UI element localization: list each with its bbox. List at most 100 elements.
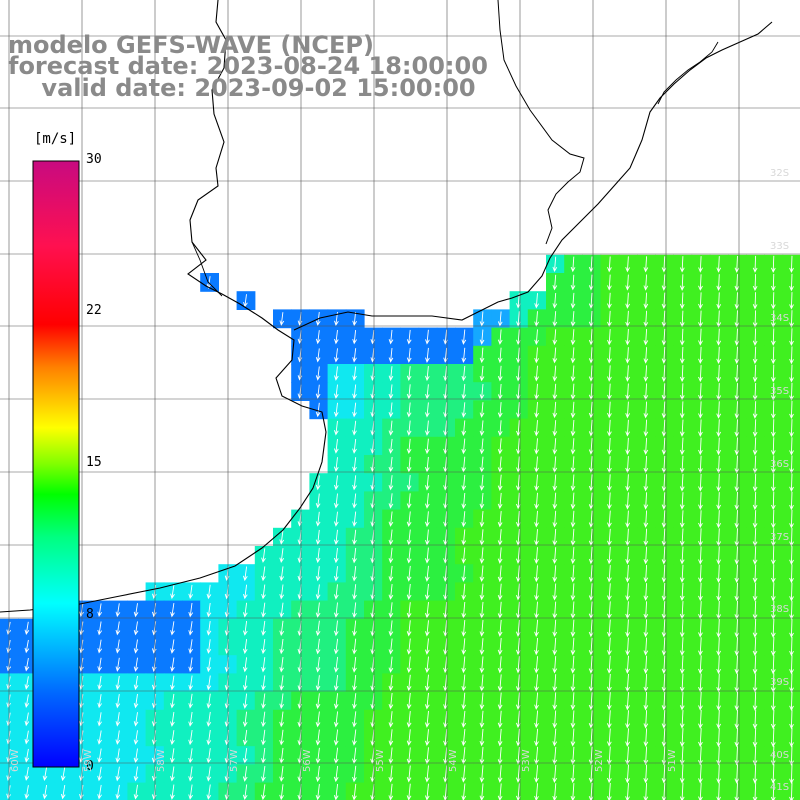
wind-arrow [625,419,630,437]
wind-arrow [24,676,30,690]
wind-arrow [734,455,740,474]
wind-arrow [206,621,212,636]
wind-arrow [133,675,139,691]
wind-arrow [115,621,121,636]
wind-arrow [570,547,576,565]
wind-arrow [716,274,722,292]
wind-arrow [479,583,485,601]
wind-arrow [479,529,485,546]
wind-arrow [570,438,576,455]
wind-arrow [24,621,30,636]
wind-arrow [333,566,339,582]
wind-arrow [333,711,339,728]
wind-arrow [752,618,758,638]
wind-arrow [333,457,339,473]
wind-arrow [770,782,776,800]
wind-arrow [115,766,121,782]
wind-arrow [388,511,394,527]
wind-arrow [60,766,66,782]
wind-arrow [188,639,193,654]
wind-arrow [461,347,467,364]
wind-arrow [552,583,558,601]
wind-arrow [661,582,667,602]
wind-direction-arrows [6,255,794,800]
wind-arrow [479,438,485,455]
wind-arrow [406,565,412,582]
wind-arrow [588,419,594,437]
wind-arrow [425,347,430,363]
wind-arrow [716,419,721,438]
wind-arrow [497,601,503,619]
wind-arrow [789,745,794,766]
wind-arrow [333,765,339,783]
wind-arrow [716,746,721,766]
wind-arrow [716,383,722,401]
wind-arrow [789,564,794,584]
wind-arrow [279,784,284,800]
wind-arrow [24,694,30,709]
wind-arrow [352,584,357,600]
wind-arrow [279,693,284,710]
wind-arrow [588,274,594,291]
wind-arrow [406,602,412,619]
wind-arrow [315,529,321,545]
wind-arrow [679,437,685,456]
wind-arrow [716,619,721,638]
wind-arrow [625,546,630,565]
wind-arrow [388,674,394,692]
wind-arrow [388,765,394,783]
wind-arrow [770,600,776,620]
wind-arrow [461,638,467,655]
wind-arrow [770,455,776,474]
wind-arrow [515,692,521,710]
wind-arrow [607,583,612,601]
wind-arrow [625,474,630,492]
wind-arrow [406,692,412,710]
wind-arrow [352,693,357,710]
wind-arrow [188,730,193,746]
uruguay-river-border [497,0,585,245]
wind-arrow [570,619,576,638]
wind-arrow [461,547,467,564]
wind-arrow [534,293,539,309]
wind-arrow [770,273,776,292]
wind-arrow [643,492,649,510]
wind-arrow [97,603,103,618]
wind-arrow [206,748,212,764]
valid-date: valid date: 2023-09-02 15:00:00 [8,74,476,102]
wind-arrow [734,401,740,419]
wind-arrow [552,746,558,765]
wind-arrow [679,328,685,346]
wind-arrow [625,746,630,766]
wind-arrow [789,528,794,547]
wind-arrow [242,693,248,709]
wind-arrow [661,564,667,583]
wind-arrow [242,566,248,582]
wind-arrow [698,619,703,638]
wind-arrow [770,691,776,711]
wind-arrow [698,764,703,784]
wind-arrow [607,274,612,291]
wind-arrow [352,566,357,582]
wind-arrow [279,638,285,655]
wind-arrow [570,655,576,674]
wind-arrow [552,347,558,364]
wind-arrow [352,620,357,637]
wind-arrow [388,438,394,454]
wind-arrow [716,728,721,748]
wind-arrow [770,346,776,365]
wind-arrow [661,510,667,529]
wind-arrow [279,602,285,618]
wind-arrow [625,510,630,528]
wind-arrow [625,256,630,273]
wind-arrow [789,382,794,401]
wind-arrow [334,348,339,363]
wind-arrow [333,584,339,600]
wind-arrow [552,783,558,800]
wind-arrow [315,402,321,418]
colorbar-tick-15: 15 [86,455,102,470]
wind-arrow [534,746,539,765]
wind-arrow [497,420,503,437]
wind-arrow [24,730,30,745]
wind-arrow [516,347,521,364]
